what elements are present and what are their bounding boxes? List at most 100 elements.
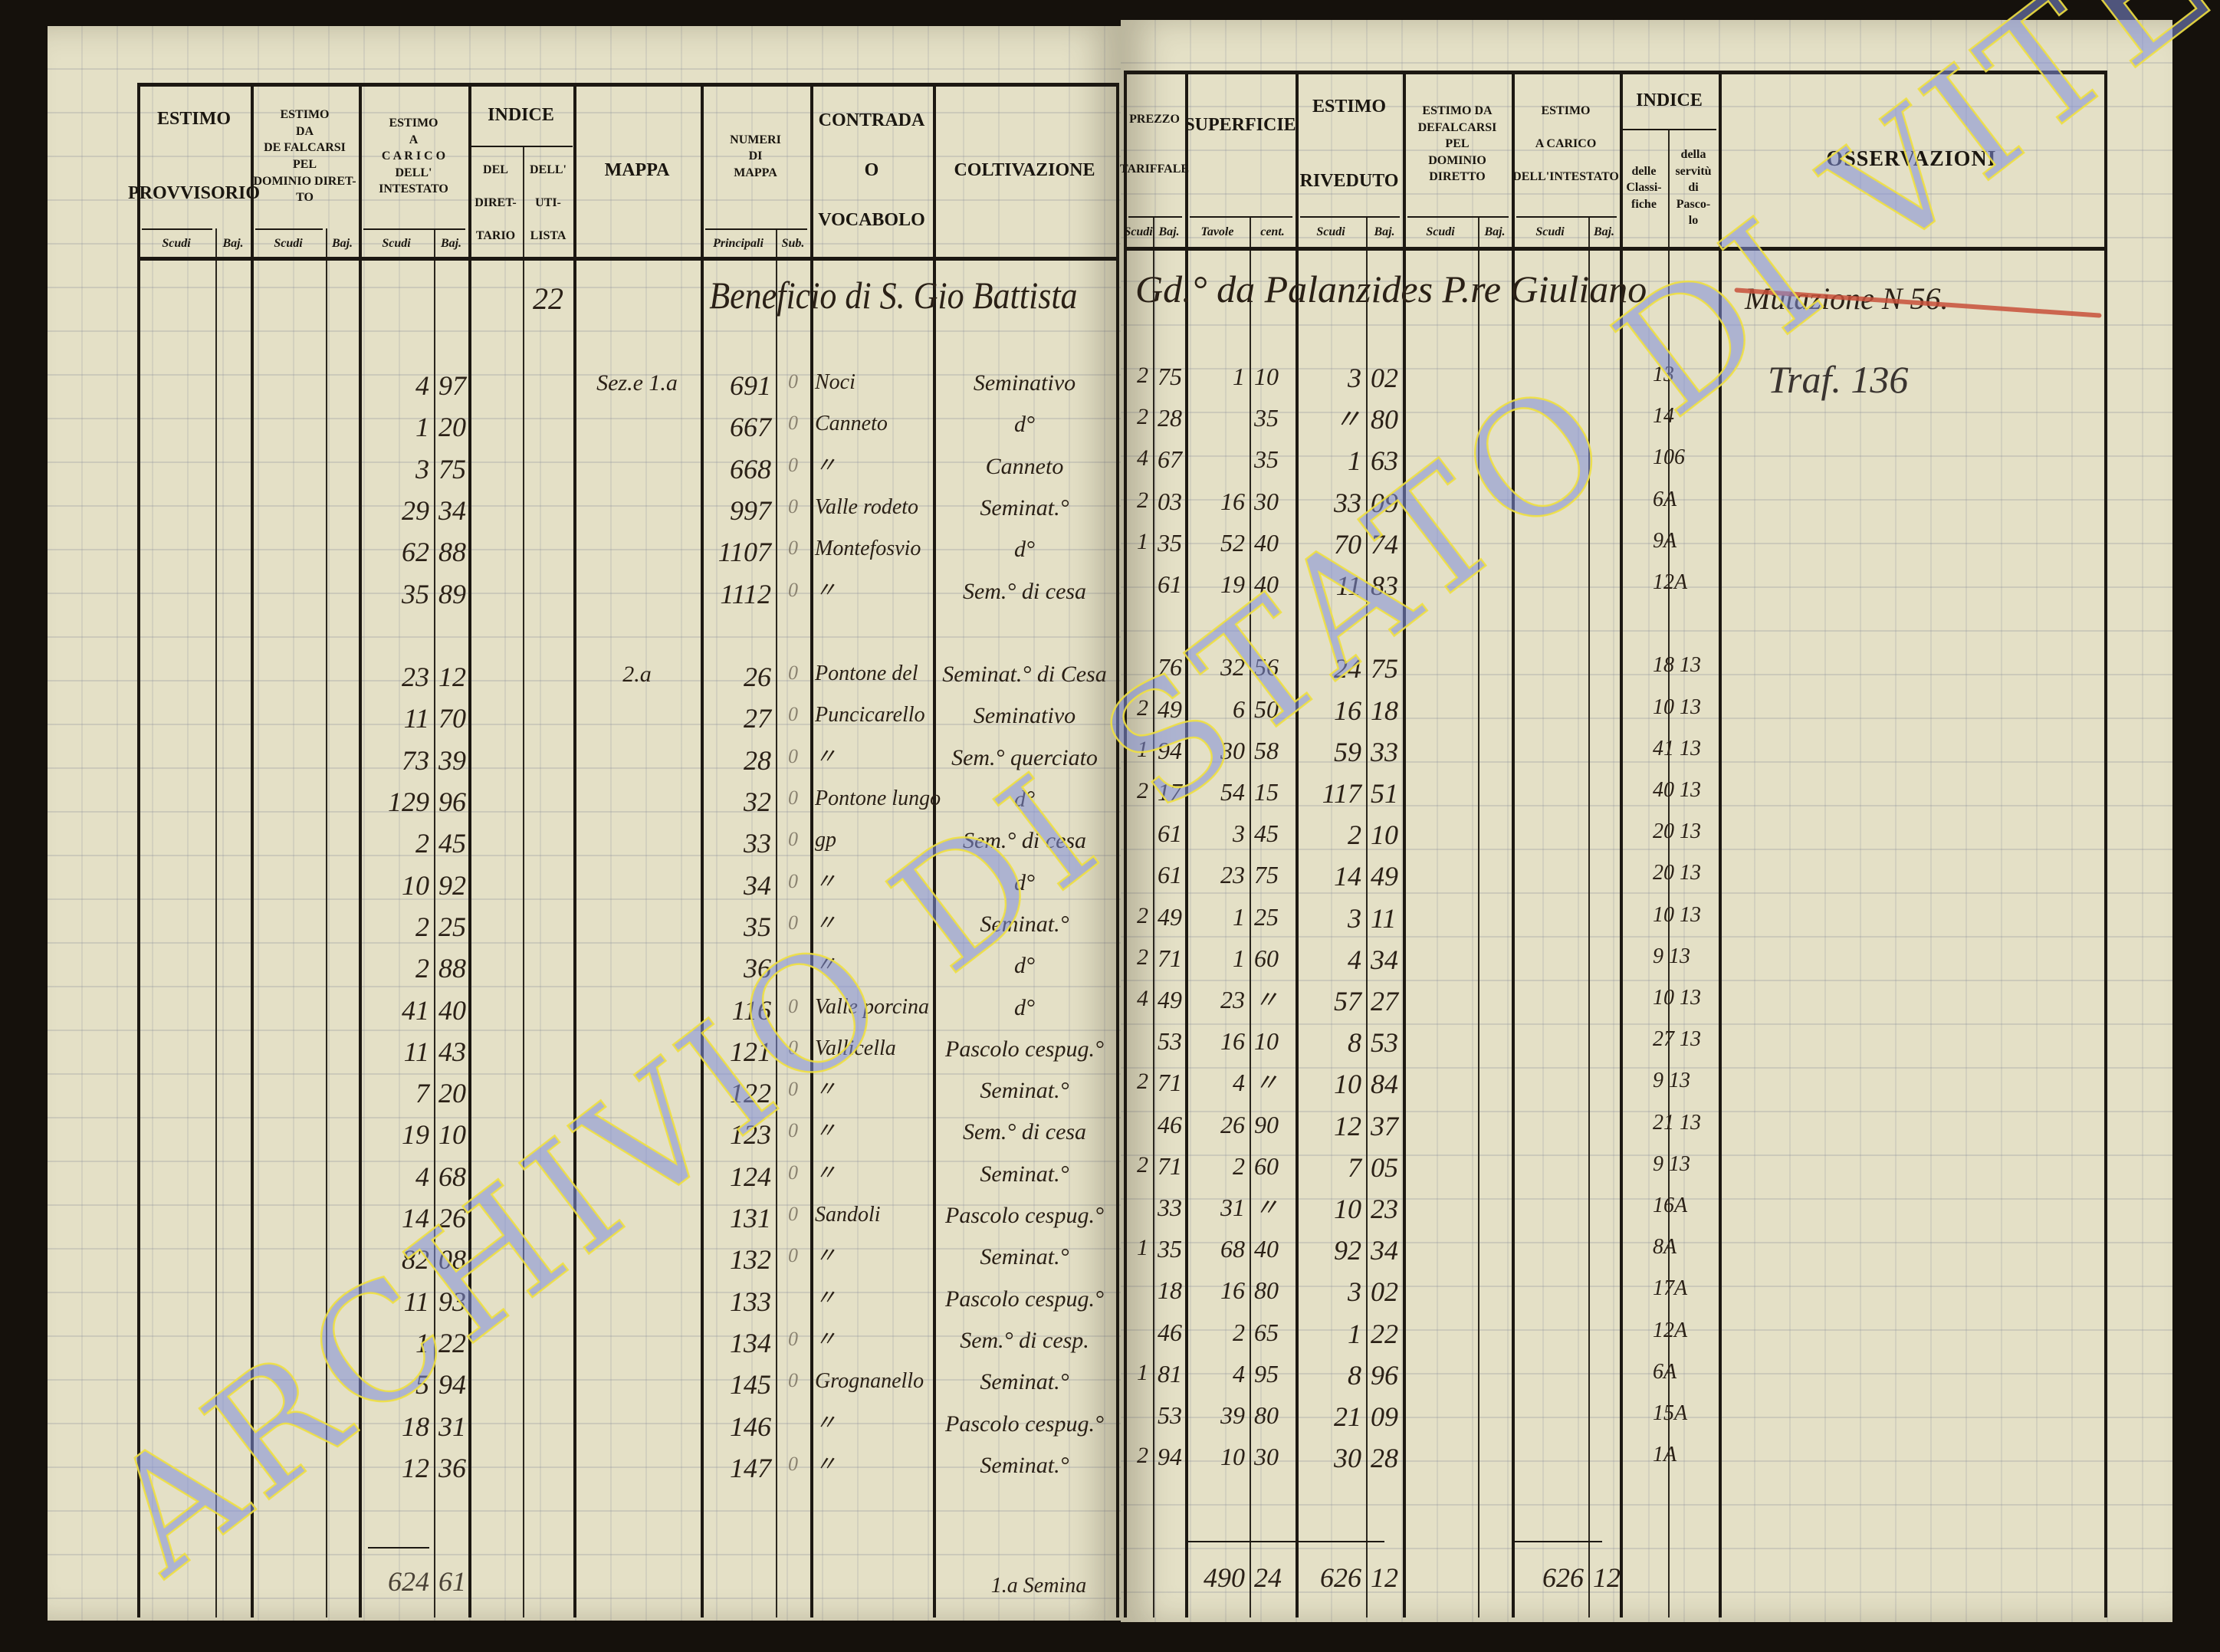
header-indice: INDICE	[488, 104, 554, 125]
superficie-tavole: 19	[1220, 570, 1245, 598]
riveduto-scudi: 117	[1322, 778, 1361, 809]
contrada: Valle porcina	[815, 994, 930, 1019]
carico-scudi: 18	[402, 1411, 429, 1442]
prezzo-scudi: 1	[1137, 528, 1148, 554]
carico-baj: 45	[438, 828, 466, 859]
coltivazione: Seminat.°	[980, 1244, 1069, 1270]
riveduto-baj: 75	[1371, 653, 1398, 685]
entry-title-continued: Gd.° da Palanzides P.re Giuliano	[1135, 268, 1647, 310]
riveduto-scudi: 8	[1348, 1027, 1361, 1059]
column-rule	[251, 83, 254, 1618]
total-rule	[1512, 1541, 1602, 1542]
carico-scudi: 4	[415, 1161, 429, 1192]
map-number: 1112	[720, 578, 771, 609]
prezzo-baj: 35	[1158, 1235, 1182, 1263]
superficie-cent: 40	[1254, 1235, 1279, 1263]
carico-scudi: 82	[402, 1244, 429, 1276]
carico-scudi: 62	[402, 537, 429, 568]
superficie-tavole: 23	[1220, 986, 1245, 1013]
indice-rule	[1623, 129, 1716, 130]
riveduto-baj: 49	[1371, 861, 1398, 892]
superficie-cent: 40	[1254, 528, 1279, 557]
header-indice: INDICE	[1636, 90, 1703, 110]
carico-baj: 20	[438, 1078, 466, 1109]
map-number: 147	[730, 1452, 771, 1483]
prezzo-baj: 61	[1158, 861, 1182, 889]
riveduto-baj: 09	[1371, 487, 1398, 518]
prezzo-baj: 49	[1158, 902, 1182, 931]
coltivazione: d°	[1014, 537, 1035, 563]
superficie-cent: 50	[1254, 695, 1279, 723]
superficie-tavole: 4	[1233, 1069, 1245, 1097]
superficie-cent: 30	[1254, 487, 1279, 515]
carico-scudi: 73	[402, 744, 429, 776]
carico-baj: 43	[438, 1036, 466, 1067]
column-rule	[1116, 83, 1119, 1618]
map-number: 122	[730, 1078, 771, 1109]
indice-classifica: 12A	[1653, 1318, 1688, 1342]
total-carico-baj: 12	[1593, 1562, 1621, 1593]
map-number: 132	[730, 1244, 771, 1276]
superficie-cent: 〃	[1254, 1069, 1279, 1097]
superficie-cent: 60	[1254, 1151, 1279, 1180]
subheader-baj: Baj.	[1484, 225, 1506, 239]
footer-note: 1.a Semina	[990, 1574, 1087, 1598]
carico-baj: 92	[438, 869, 466, 901]
mappa-section: 2.a	[622, 662, 652, 688]
coltivazione: Pascolo cespug.°	[945, 1411, 1104, 1437]
coltivazione: d°	[1014, 787, 1035, 812]
riveduto-scudi: 7	[1348, 1151, 1361, 1183]
indice-classifica: 41 13	[1653, 736, 1701, 760]
header-indice-direttario: DEL DIRET- TARIO	[475, 163, 517, 243]
prezzo-scudi: 1	[1137, 1359, 1148, 1385]
indice-classifica: 9 13	[1653, 1151, 1690, 1176]
header-bottom-rule	[137, 257, 1118, 261]
carico-baj: 34	[438, 494, 466, 526]
indice-classifica: 14	[1653, 404, 1674, 429]
indice-classifica: 15A	[1653, 1401, 1688, 1425]
superficie-cent: 〃	[1254, 1194, 1279, 1221]
carico-scudi: 3	[415, 453, 429, 484]
riveduto-baj: 33	[1371, 736, 1398, 767]
map-sub: 0	[788, 994, 798, 1017]
map-sub: 0	[788, 1327, 798, 1350]
coltivazione: Seminat.°	[980, 911, 1069, 937]
superficie-cent: 90	[1254, 1110, 1279, 1138]
contrada: Canneto	[815, 412, 888, 436]
carico-baj: 97	[438, 370, 466, 401]
coltivazione: Sem.° di cesa	[962, 578, 1087, 604]
prezzo-scudi: 4	[1137, 986, 1148, 1011]
coltivazione: Seminat.° di Cesa	[942, 662, 1107, 688]
superficie-tavole: 32	[1220, 653, 1245, 681]
carico-scudi: 11	[403, 1286, 429, 1317]
map-number: 33	[744, 828, 771, 859]
total-rule	[368, 1547, 429, 1549]
prezzo-scudi: 2	[1137, 778, 1148, 803]
superficie-cent: 56	[1254, 653, 1279, 681]
map-sub: 0	[788, 1036, 798, 1059]
superficie-tavole: 30	[1220, 736, 1245, 764]
column-rule	[1668, 130, 1670, 1618]
contrada: Vallicella	[815, 1036, 896, 1060]
indice-classifica: 9A	[1653, 528, 1677, 553]
header-indice-classifiche: delle Classi- fiche	[1626, 164, 1662, 211]
map-sub: 0	[788, 1078, 798, 1101]
superficie-tavole: 26	[1220, 1110, 1245, 1138]
riveduto-baj: 27	[1371, 986, 1398, 1016]
riveduto-scudi: 16	[1334, 695, 1361, 726]
carico-baj: 94	[438, 1369, 466, 1401]
subheader-baj: Baj.	[331, 237, 353, 251]
column-rule	[573, 83, 576, 1618]
indice-classifica: 17A	[1653, 1276, 1688, 1301]
contrada: Montefosvio	[815, 537, 921, 561]
subheader-scudi: Scudi	[1124, 225, 1153, 239]
total-carico-scudi: 624	[388, 1566, 429, 1597]
riveduto-scudi: 11	[1335, 570, 1361, 601]
column-rule	[1296, 71, 1299, 1618]
map-number: 123	[730, 1119, 771, 1151]
carico-scudi: 1	[415, 1327, 429, 1358]
superficie-cent: 40	[1254, 570, 1279, 598]
header-estimo-defalcarsi: ESTIMO DA DE FALCARSI PEL DOMINIO DIRET-…	[253, 108, 356, 205]
header-bottom-rule	[1124, 247, 2107, 251]
